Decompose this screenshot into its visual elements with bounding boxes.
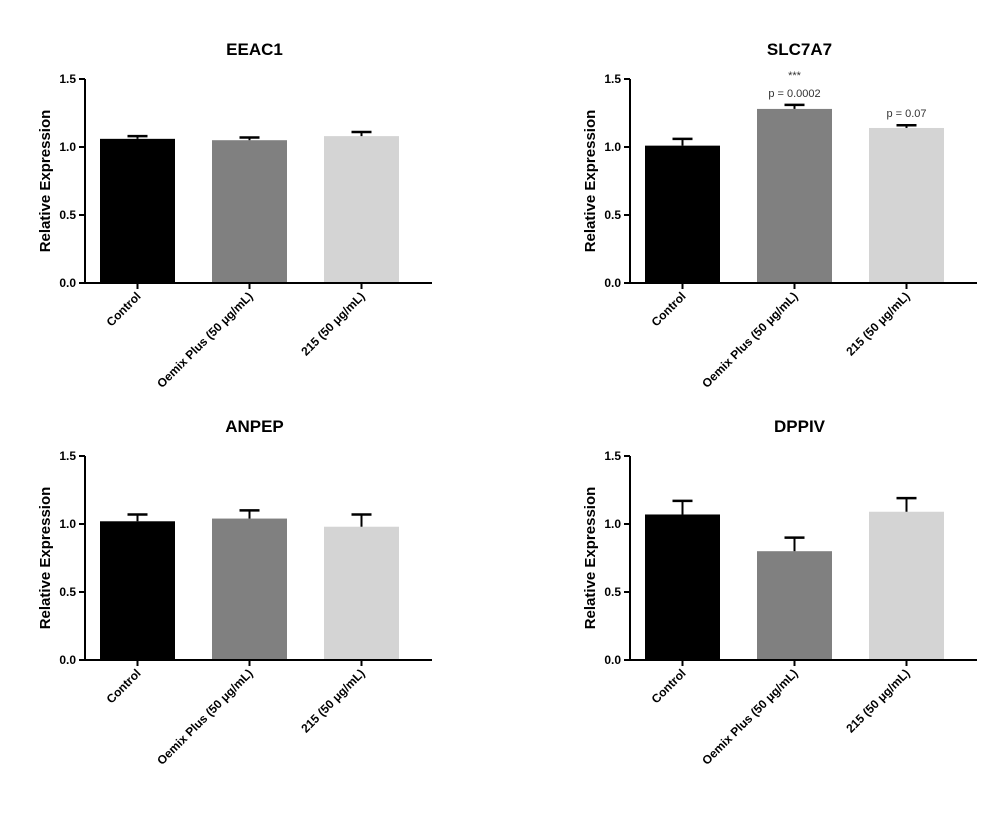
y-axis-label: Relative Expression bbox=[582, 110, 599, 253]
chart-svg: DPPIV Relative Expression 0.0 0.5 1.0 1.5 Cont… bbox=[582, 417, 977, 768]
x-tick-label: Oemix Plus (50 μg/mL) bbox=[154, 666, 255, 767]
chart-svg: SLC7A7 Relative Expression 0.0 0.5 1.0 1.5 Con… bbox=[582, 40, 977, 391]
chart-svg: ANPEP Relative Expression 0.0 0.5 1.0 1.5 Cont… bbox=[37, 417, 432, 768]
y-tick-label: 1.5 bbox=[604, 449, 621, 463]
bar-1 bbox=[757, 551, 832, 660]
y-tick-label: 0.5 bbox=[604, 585, 621, 599]
y-tick-label: 1.0 bbox=[59, 517, 76, 531]
bar-2 bbox=[324, 526, 399, 660]
x-tick-label: Oemix Plus (50 μg/mL) bbox=[699, 666, 800, 767]
x-tick-label: 215 (50 μg/mL) bbox=[843, 289, 912, 358]
y-tick-label: 1.0 bbox=[59, 140, 76, 154]
bar-0 bbox=[100, 138, 175, 283]
chart-title: SLC7A7 bbox=[767, 40, 832, 59]
bar-2 bbox=[869, 511, 944, 660]
x-tick-label: 215 (50 μg/mL) bbox=[298, 289, 367, 358]
bar-0 bbox=[645, 514, 720, 660]
y-tick-label: 1.0 bbox=[604, 517, 621, 531]
bar-0 bbox=[645, 145, 720, 283]
bar-2 bbox=[869, 127, 944, 284]
y-tick-label: 0.5 bbox=[59, 208, 76, 222]
chart-panel-dppiv: DPPIV Relative Expression 0.0 0.5 1.0 1.5 Cont… bbox=[545, 402, 1000, 802]
y-tick-label: 0.0 bbox=[604, 276, 621, 290]
y-tick-label: 0.0 bbox=[59, 276, 76, 290]
chart-panel-eeac1: EEAC1 Relative Expression 0.0 0.5 1.0 1.5 Cont… bbox=[0, 25, 500, 425]
bar-1 bbox=[757, 108, 832, 283]
chart-title: ANPEP bbox=[225, 417, 284, 436]
x-tick-label: Control bbox=[104, 289, 144, 329]
significance-annotation: p = 0.07 bbox=[886, 108, 926, 120]
chart-title: EEAC1 bbox=[226, 40, 283, 59]
x-tick-label: Control bbox=[104, 666, 144, 706]
y-tick-label: 0.5 bbox=[604, 208, 621, 222]
x-tick-label: 215 (50 μg/mL) bbox=[843, 666, 912, 735]
x-tick-label: Control bbox=[649, 289, 689, 329]
bar-2 bbox=[324, 136, 399, 283]
x-tick-label: Oemix Plus (50 μg/mL) bbox=[699, 289, 800, 390]
y-tick-label: 1.5 bbox=[604, 72, 621, 86]
y-tick-label: 1.5 bbox=[59, 72, 76, 86]
significance-annotation: *** bbox=[788, 70, 802, 82]
y-tick-label: 1.0 bbox=[604, 140, 621, 154]
bar-0 bbox=[100, 521, 175, 660]
y-axis-label: Relative Expression bbox=[37, 110, 54, 253]
x-tick-label: Oemix Plus (50 μg/mL) bbox=[154, 289, 255, 390]
x-tick-label: 215 (50 μg/mL) bbox=[298, 666, 367, 735]
chart-panel-anpep: ANPEP Relative Expression 0.0 0.5 1.0 1.5 Cont… bbox=[0, 402, 500, 802]
chart-svg: EEAC1 Relative Expression 0.0 0.5 1.0 1.5 Cont… bbox=[37, 40, 432, 391]
y-tick-label: 0.5 bbox=[59, 585, 76, 599]
bar-1 bbox=[212, 518, 287, 660]
y-axis-label: Relative Expression bbox=[37, 487, 54, 630]
y-tick-label: 0.0 bbox=[59, 653, 76, 667]
y-tick-label: 1.5 bbox=[59, 449, 76, 463]
chart-title: DPPIV bbox=[774, 417, 826, 436]
chart-panel-slc7a7: SLC7A7 Relative Expression 0.0 0.5 1.0 1.5 Con… bbox=[545, 25, 1000, 425]
y-tick-label: 0.0 bbox=[604, 653, 621, 667]
significance-annotation: p = 0.0002 bbox=[768, 88, 820, 100]
y-axis-label: Relative Expression bbox=[582, 487, 599, 630]
bar-1 bbox=[212, 140, 287, 283]
x-tick-label: Control bbox=[649, 666, 689, 706]
